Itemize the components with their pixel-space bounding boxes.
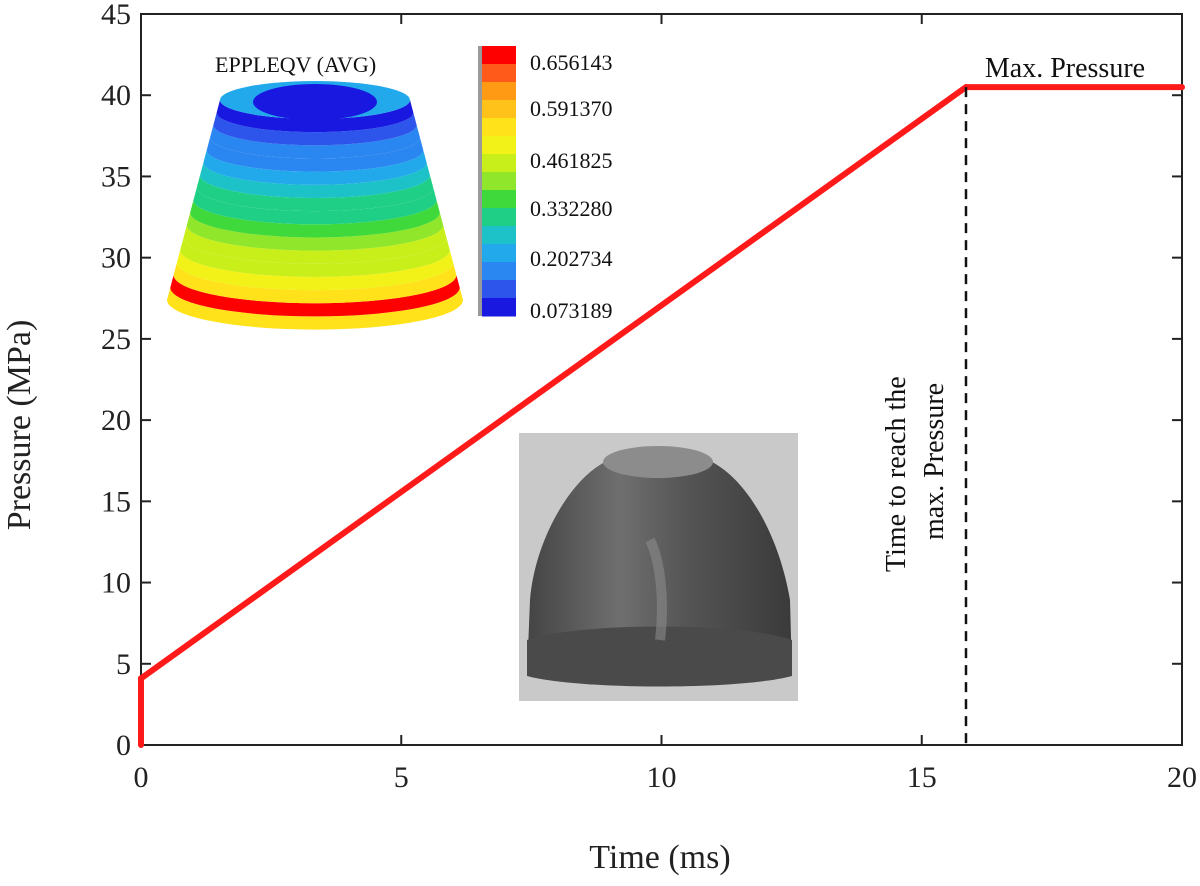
x-tick-label: 20 bbox=[1167, 761, 1197, 794]
y-tick-label: 0 bbox=[116, 729, 131, 762]
colorbar-label: 0.332280 bbox=[530, 196, 613, 221]
y-tick-label: 25 bbox=[101, 323, 131, 356]
fe-model-title: EPPLEQV (AVG) bbox=[215, 52, 376, 77]
cone-band bbox=[193, 187, 437, 225]
colorbar-segment bbox=[482, 136, 516, 155]
cone-band bbox=[206, 137, 424, 172]
colorbar-segment bbox=[482, 244, 516, 263]
cone-band bbox=[216, 100, 414, 133]
cone-band bbox=[200, 162, 430, 198]
photo-part-top bbox=[603, 446, 713, 478]
cone-top-inner bbox=[253, 84, 377, 120]
series-point bbox=[1179, 84, 1185, 91]
colorbar-label: 0.073189 bbox=[530, 298, 613, 323]
cone-band bbox=[203, 150, 427, 185]
cone-band bbox=[170, 275, 460, 317]
reference-line-label: Time to reach the max. Pressure bbox=[881, 376, 950, 572]
y-tick-label: 15 bbox=[101, 485, 131, 518]
y-tick-label: 5 bbox=[116, 648, 131, 681]
reference-label-line-2: max. Pressure bbox=[919, 383, 950, 540]
y-tick-label: 45 bbox=[101, 0, 131, 31]
cone-band bbox=[210, 125, 420, 159]
x-tick-label: 10 bbox=[647, 761, 677, 794]
x-tick-label: 5 bbox=[394, 761, 409, 794]
colorbar-segment bbox=[482, 208, 516, 227]
fe-model-inset: EPPLEQV (AVG) 0.6561430.5913700.4618250.… bbox=[167, 46, 613, 330]
colorbar-segment bbox=[482, 154, 516, 173]
photo-part-highlight bbox=[645, 537, 667, 641]
colorbar-segment bbox=[482, 226, 516, 245]
y-tick-label: 20 bbox=[101, 404, 131, 437]
y-tick-label: 30 bbox=[101, 242, 131, 275]
colorbar-edge bbox=[478, 46, 482, 316]
colorbar-segment bbox=[482, 82, 516, 101]
colorbar-label: 0.461825 bbox=[530, 148, 613, 173]
x-axis-ticks: 0 5 10 15 20 bbox=[134, 14, 1197, 794]
reference-label-line-1: Time to reach the bbox=[881, 376, 912, 572]
colorbar-label: 0.202734 bbox=[530, 246, 613, 271]
colorbar-segment bbox=[482, 262, 516, 281]
cone-band bbox=[196, 175, 434, 212]
colorbar-labels: 0.656143 0.591370 0.461825 0.332280 0.202734… bbox=[530, 50, 613, 323]
cone-band bbox=[176, 250, 454, 291]
series-group bbox=[138, 84, 1185, 748]
y-tick-label: 10 bbox=[101, 567, 131, 600]
cone-band bbox=[183, 225, 447, 264]
colorbar bbox=[478, 46, 516, 317]
colorbar-segment bbox=[482, 46, 516, 65]
colorbar-segment bbox=[482, 190, 516, 209]
colorbar-label: 0.591370 bbox=[530, 96, 613, 121]
colorbar-segment bbox=[482, 100, 516, 119]
cone-band bbox=[213, 112, 417, 146]
max-pressure-annotation: Max. Pressure bbox=[985, 53, 1145, 84]
cone-band bbox=[180, 237, 450, 277]
formed-part-photo bbox=[519, 433, 798, 701]
y-axis-ticks: 0 5 10 15 20 25 30 35 40 45 bbox=[101, 0, 1182, 762]
x-tick-label: 15 bbox=[907, 761, 937, 794]
series-line-pressure bbox=[138, 84, 1182, 745]
cone-band bbox=[186, 212, 444, 251]
colorbar-segment bbox=[482, 64, 516, 83]
x-axis-title: Time (ms) bbox=[589, 839, 730, 876]
fe-contour-cone bbox=[167, 81, 463, 330]
cone-band bbox=[167, 287, 463, 330]
y-axis-title: Pressure (MPa) bbox=[1, 320, 38, 531]
x-tick-label: 0 bbox=[134, 761, 149, 794]
colorbar-segment bbox=[482, 298, 516, 317]
y-tick-label: 35 bbox=[101, 160, 131, 193]
colorbar-segment bbox=[482, 280, 516, 299]
series-point bbox=[138, 675, 144, 682]
colorbar-label: 0.656143 bbox=[530, 50, 613, 75]
y-tick-label: 40 bbox=[101, 79, 131, 112]
cone-band bbox=[173, 262, 457, 304]
cone-band bbox=[190, 200, 440, 238]
photo-part-rim bbox=[527, 626, 792, 687]
colorbar-segment bbox=[482, 118, 516, 137]
colorbar-segment bbox=[482, 172, 516, 191]
series-point bbox=[138, 742, 144, 748]
